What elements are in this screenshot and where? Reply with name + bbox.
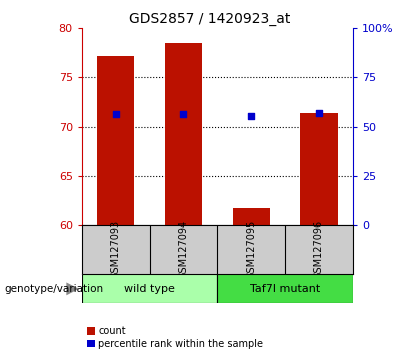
Polygon shape — [66, 282, 79, 295]
Text: genotype/variation: genotype/variation — [4, 284, 103, 294]
Text: GSM127093: GSM127093 — [111, 220, 121, 279]
Text: Taf7l mutant: Taf7l mutant — [250, 284, 320, 293]
Point — [248, 113, 255, 119]
Point — [315, 110, 322, 116]
Text: GDS2857 / 1420923_at: GDS2857 / 1420923_at — [129, 12, 291, 27]
Legend: count, percentile rank within the sample: count, percentile rank within the sample — [87, 326, 263, 349]
Bar — [218, 274, 353, 303]
Point — [113, 111, 119, 116]
Text: GSM127095: GSM127095 — [246, 220, 256, 279]
Text: GSM127094: GSM127094 — [178, 220, 189, 279]
Text: GSM127096: GSM127096 — [314, 220, 324, 279]
Bar — [82, 274, 218, 303]
Bar — [300, 113, 338, 225]
Point — [180, 111, 187, 116]
Bar — [165, 43, 202, 225]
Bar — [233, 208, 270, 225]
Text: wild type: wild type — [124, 284, 175, 293]
Bar — [97, 56, 134, 225]
